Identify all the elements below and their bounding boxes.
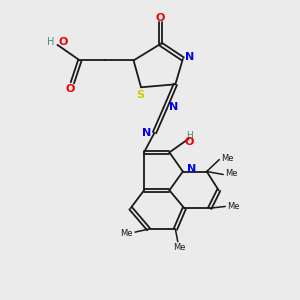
Text: H: H [47, 37, 55, 47]
Text: N: N [185, 52, 194, 62]
Text: Me: Me [227, 202, 240, 211]
Text: Me: Me [225, 169, 238, 178]
Text: Me: Me [221, 154, 234, 163]
Text: O: O [58, 37, 68, 47]
Text: H: H [186, 131, 193, 140]
Text: N: N [169, 102, 178, 112]
Text: O: O [65, 84, 75, 94]
Text: Me: Me [173, 243, 186, 252]
Text: N: N [187, 164, 196, 174]
Text: S: S [136, 90, 144, 100]
Text: O: O [185, 136, 194, 147]
Text: O: O [156, 13, 165, 23]
Text: N: N [142, 128, 152, 138]
Text: Me: Me [121, 229, 133, 238]
